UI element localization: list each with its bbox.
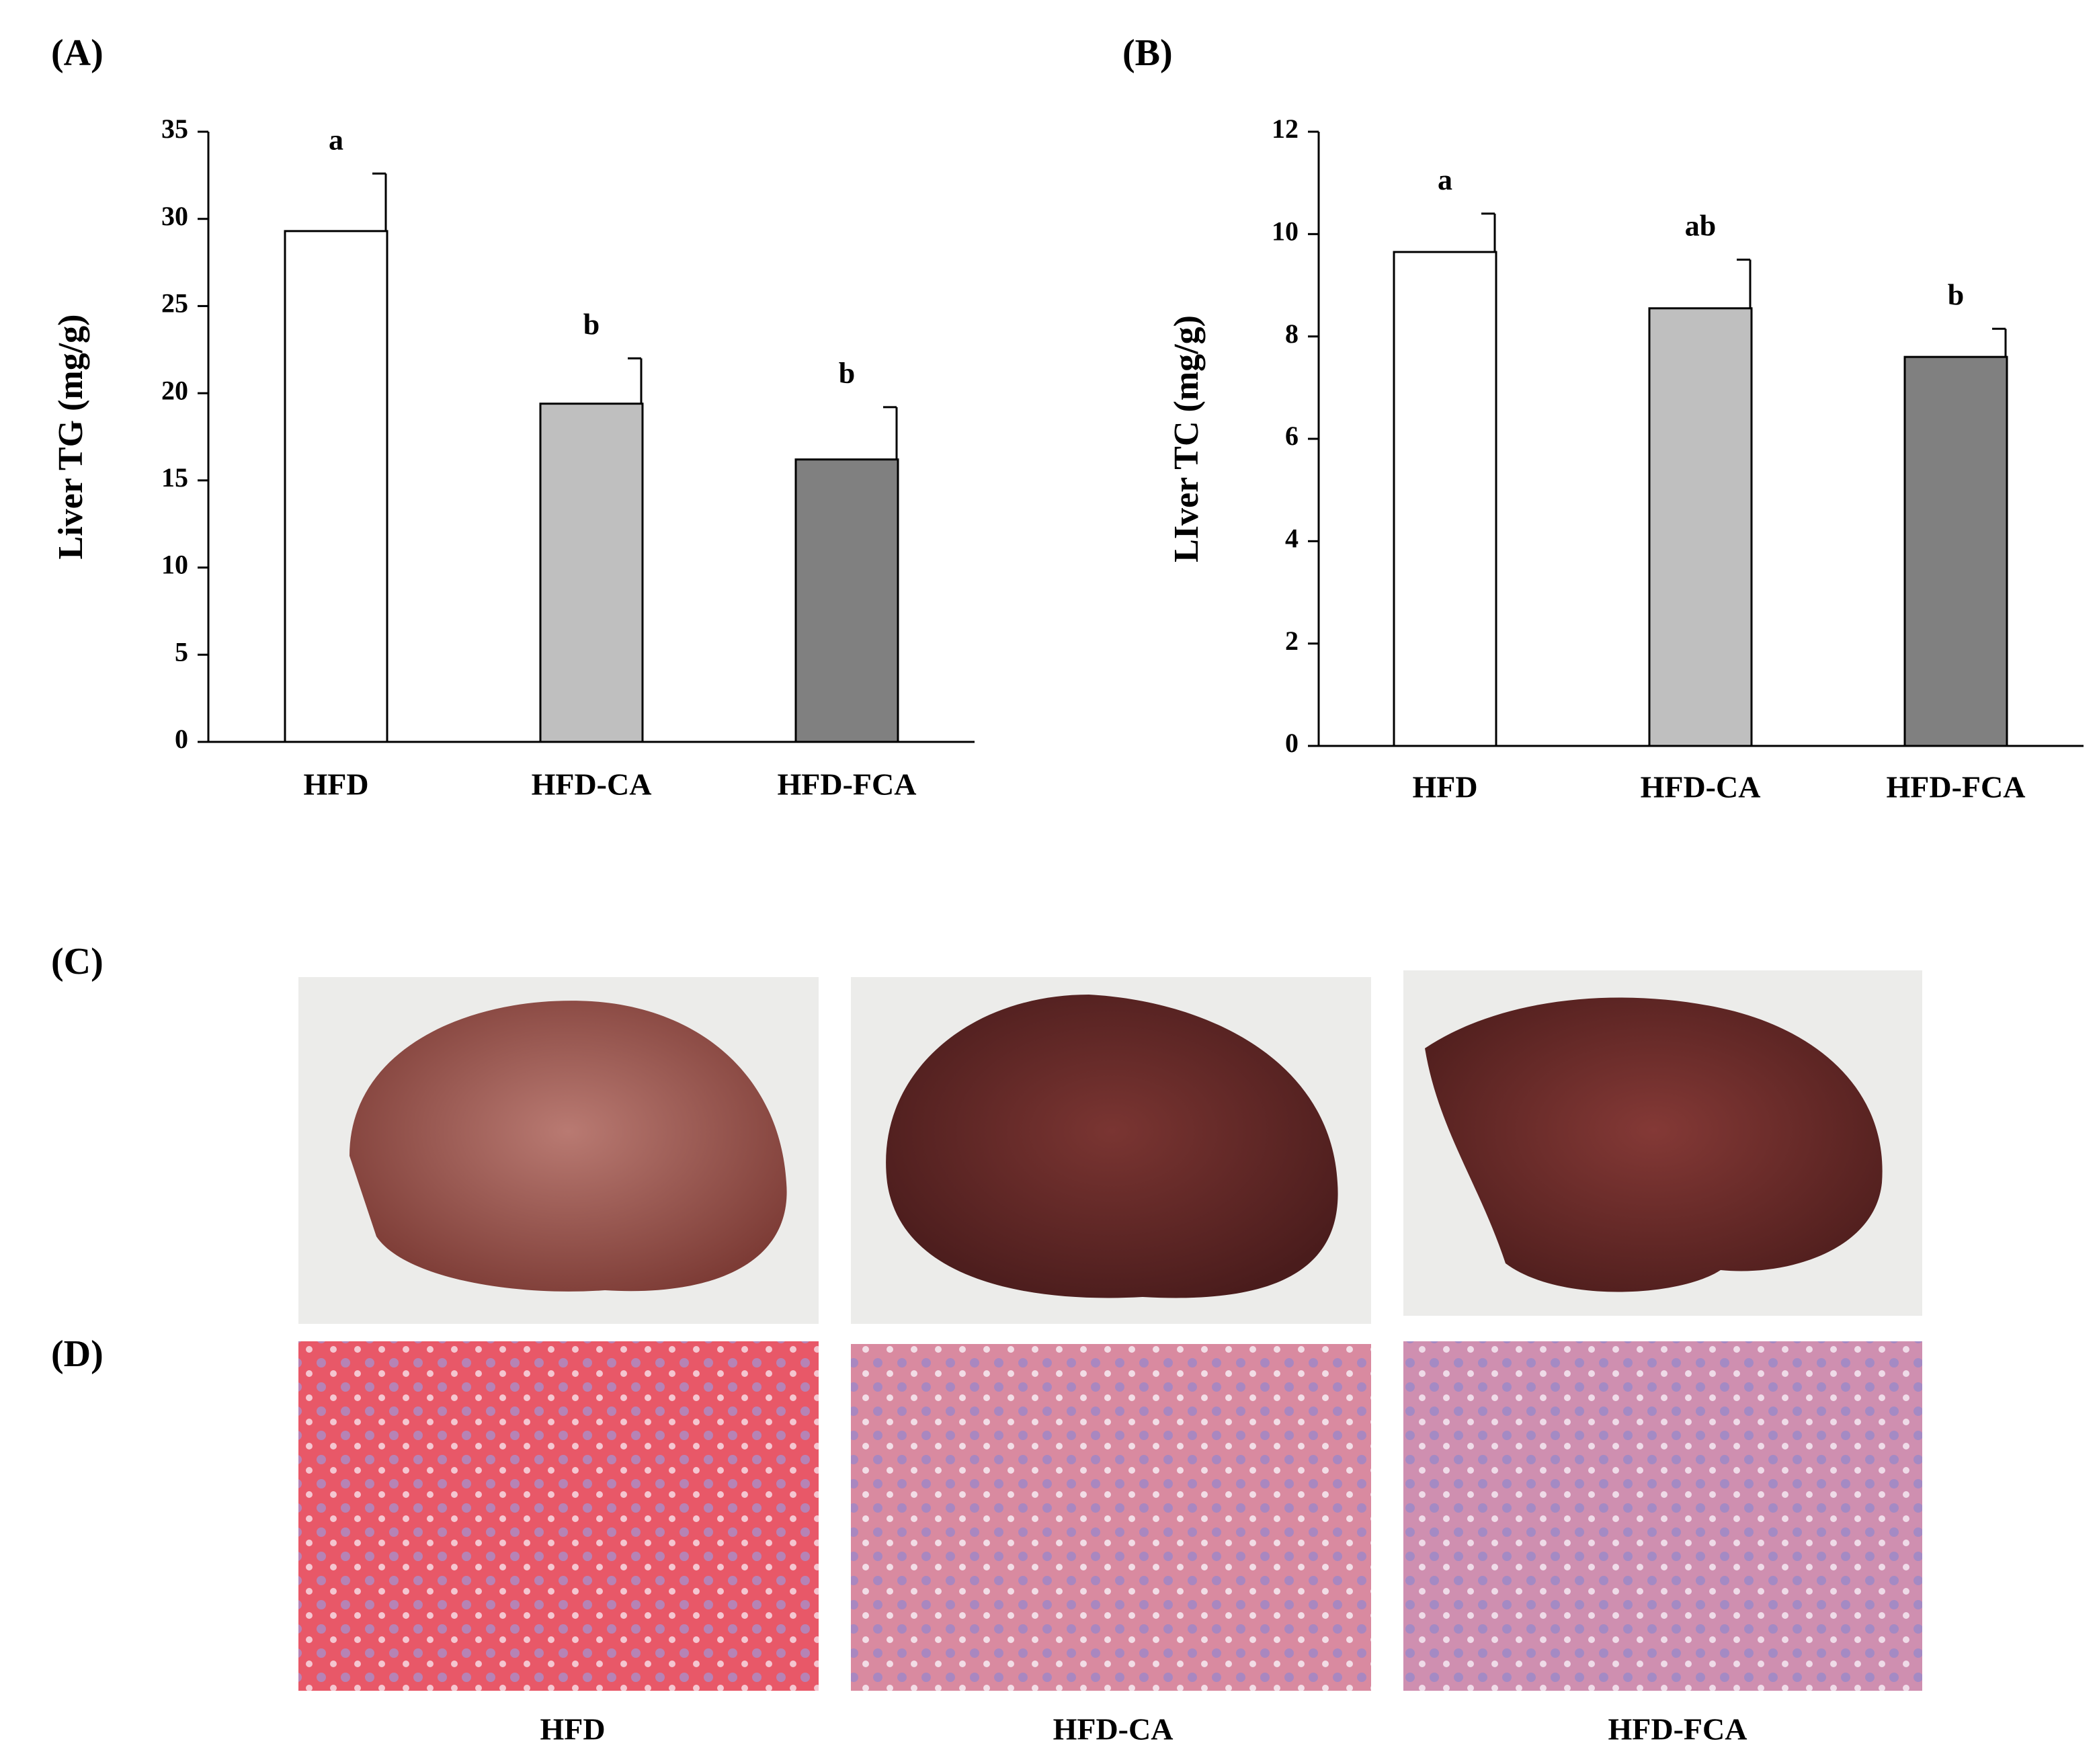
- panel-label: (B): [1122, 32, 1173, 74]
- y-tick-label: 35: [161, 114, 188, 144]
- significance-letter: a: [1438, 163, 1452, 196]
- liver-photos: [298, 970, 1922, 1324]
- x-tick-label: HFD-CA: [1641, 770, 1761, 804]
- y-axis-label: LIver TC (mg/g): [1167, 315, 1206, 562]
- y-tick-label: 10: [1272, 216, 1299, 247]
- panel-label: (A): [51, 32, 104, 74]
- photo-subject: [886, 995, 1338, 1298]
- y-axis-label: Liver TG (mg/g): [52, 314, 90, 560]
- group-label: HFD-CA: [1053, 1712, 1174, 1747]
- panel-label: (C): [51, 941, 104, 982]
- y-tick-label: 20: [161, 375, 188, 405]
- y-tick-label: 12: [1272, 114, 1299, 144]
- bar: [1393, 251, 1497, 747]
- histology-photos: [298, 1341, 1922, 1691]
- significance-letter: ab: [1685, 210, 1716, 243]
- y-tick-label: 0: [1285, 728, 1299, 758]
- significance-letter: b: [583, 308, 600, 341]
- group-label: HFD: [540, 1712, 605, 1747]
- panel-label: (D): [51, 1333, 104, 1375]
- bar: [284, 230, 388, 743]
- x-tick-label: HFD: [1412, 770, 1477, 804]
- y-tick-label: 8: [1285, 319, 1299, 349]
- y-tick-label: 10: [161, 550, 188, 580]
- photo-subject: [1425, 997, 1883, 1292]
- x-tick-label: HFD-FCA: [778, 767, 917, 802]
- y-tick-label: 6: [1285, 421, 1299, 451]
- bar: [1903, 355, 2008, 747]
- bar: [1648, 307, 1753, 747]
- photo-subject: [349, 1001, 787, 1292]
- y-tick-label: 25: [161, 288, 188, 319]
- group-label: HFD-FCA: [1608, 1712, 1747, 1747]
- y-tick-label: 0: [175, 724, 188, 754]
- bar: [794, 458, 899, 743]
- y-tick-label: 30: [161, 201, 188, 231]
- y-tick-label: 5: [175, 636, 188, 667]
- significance-letter: b: [1948, 278, 1964, 311]
- x-tick-label: HFD: [303, 767, 368, 802]
- x-tick-label: HFD-FCA: [1887, 770, 2026, 804]
- photo: [851, 1344, 1371, 1691]
- x-tick-label: HFD-CA: [532, 767, 652, 802]
- significance-letter: b: [839, 357, 855, 390]
- bar: [539, 403, 644, 743]
- y-tick-label: 4: [1285, 523, 1299, 554]
- y-tick-label: 2: [1285, 626, 1299, 656]
- significance-letter: a: [329, 123, 343, 156]
- photo: [1403, 1341, 1922, 1691]
- photo: [298, 1341, 819, 1691]
- y-tick-label: 15: [161, 462, 188, 493]
